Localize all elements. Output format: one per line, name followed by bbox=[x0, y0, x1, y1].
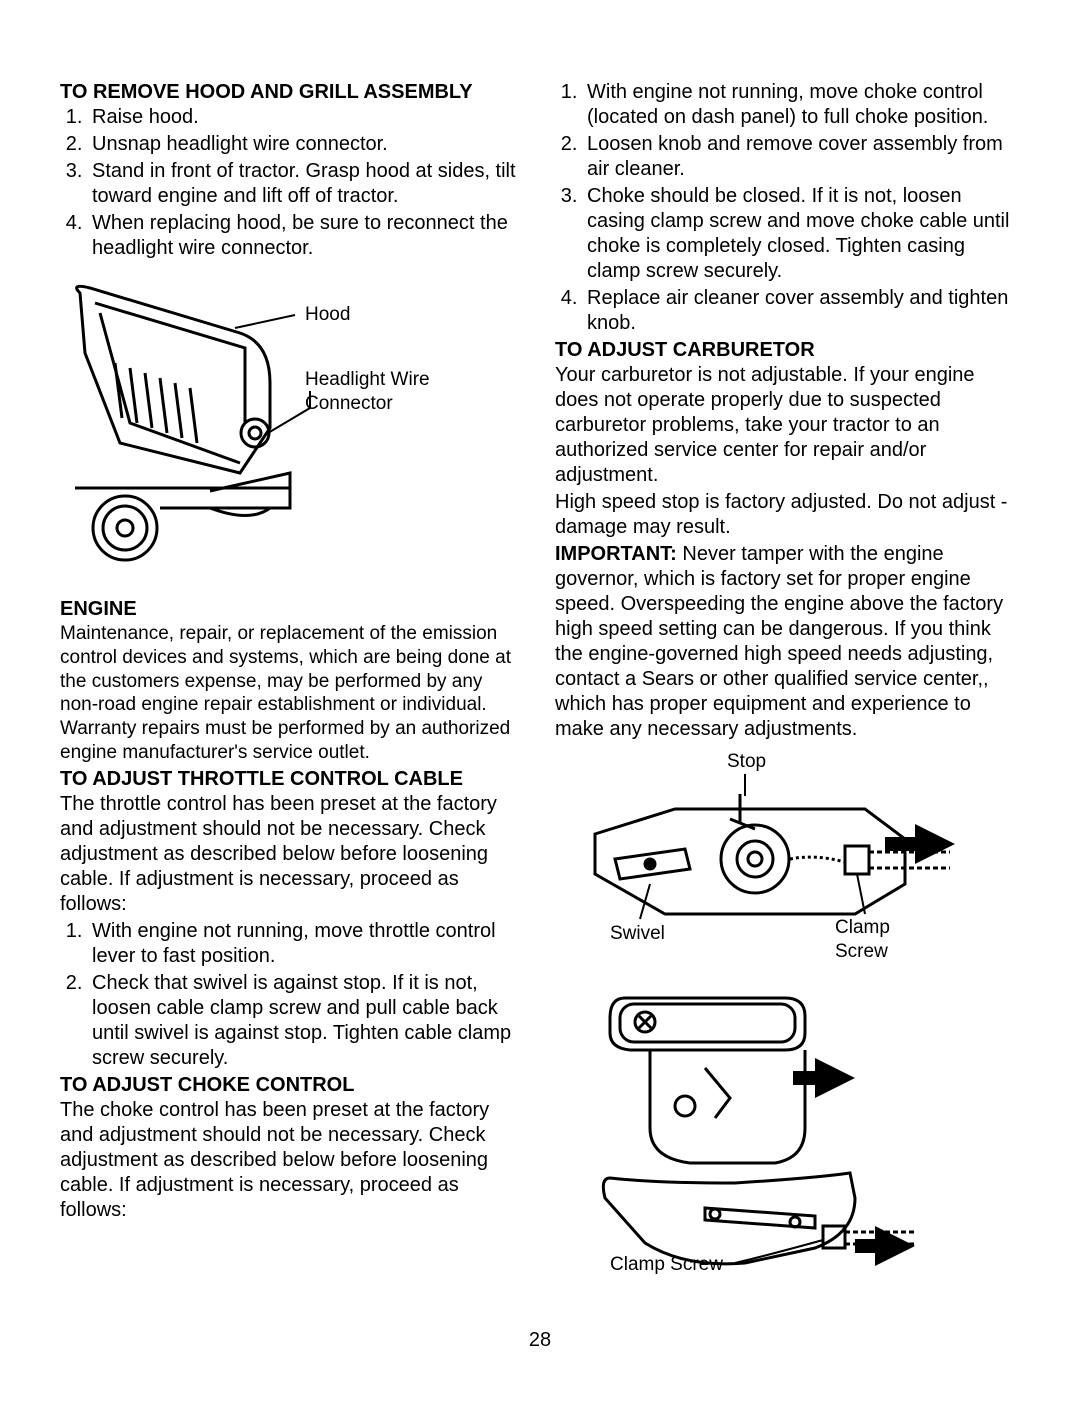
carburetor-important: IMPORTANT: Never tamper with the engine … bbox=[555, 542, 1020, 742]
heading-remove-hood: TO REMOVE HOOD AND GRILL AS­SEMBLY bbox=[60, 80, 525, 105]
label-clamp-screw-2: Clamp Screw bbox=[610, 1253, 723, 1277]
right-column: With engine not running, move choke cont… bbox=[555, 80, 1020, 1302]
important-label: IMPORTANT: bbox=[555, 543, 677, 565]
heading-choke-control: TO ADJUST CHOKE CONTROL bbox=[60, 1073, 525, 1098]
throttle-paragraph: The throttle control has been preset at … bbox=[60, 792, 525, 917]
heading-throttle-cable: TO ADJUST THROTTLE CONTROL CABLE bbox=[60, 767, 525, 792]
list-item: Replace air cleaner cover assembly and t… bbox=[583, 286, 1020, 336]
list-item: Stand in front of tractor. Grasp hood at… bbox=[88, 159, 525, 209]
heading-carburetor: TO ADJUST CARBURETOR bbox=[555, 338, 1020, 363]
left-column: TO REMOVE HOOD AND GRILL AS­SEMBLY Raise… bbox=[60, 80, 525, 1302]
hood-diagram-svg bbox=[60, 273, 440, 573]
list-item: Choke should be closed. If it is not, lo… bbox=[583, 184, 1020, 284]
figure-hood: Hood Headlight Wire Connector bbox=[60, 273, 525, 573]
choke-steps: With engine not running, move choke cont… bbox=[555, 80, 1020, 336]
list-item: With engine not running, move choke cont… bbox=[583, 80, 1020, 130]
label-headlight-connector: Headlight Wire Connector bbox=[305, 368, 445, 416]
label-hood: Hood bbox=[305, 303, 350, 327]
list-item: Check that swivel is against stop. If it… bbox=[88, 971, 525, 1071]
carburetor-para-a: Your carburetor is not adjustable. If yo… bbox=[555, 363, 1020, 488]
list-item: Raise hood. bbox=[88, 105, 525, 130]
list-item: When replacing hood, be sure to reconnec… bbox=[88, 211, 525, 261]
carburetor-svg bbox=[555, 978, 935, 1278]
list-item: Unsnap headlight wire connector. bbox=[88, 132, 525, 157]
list-item: Loosen knob and remove cover assembly fr… bbox=[583, 132, 1020, 182]
remove-hood-steps: Raise hood. Unsnap headlight wire connec… bbox=[60, 105, 525, 261]
important-text: Never tamper with the engine governor, w… bbox=[555, 543, 1003, 740]
engine-paragraph: Maintenance, repair, or replacement of t… bbox=[60, 622, 525, 765]
label-swivel: Swivel bbox=[610, 922, 665, 946]
list-item: With engine not running, move throttle c… bbox=[88, 919, 525, 969]
throttle-steps: With engine not running, move throttle c… bbox=[60, 919, 525, 1071]
carburetor-para-b: High speed stop is factory adjusted. Do … bbox=[555, 490, 1020, 540]
figure-carburetor: Clamp Screw bbox=[555, 978, 1020, 1278]
figure-throttle-linkage: Stop Swivel Clamp Screw bbox=[555, 754, 1020, 954]
label-stop: Stop bbox=[727, 750, 766, 774]
label-clamp-screw: Clamp Screw bbox=[835, 916, 915, 964]
page-number: 28 bbox=[0, 1329, 1080, 1352]
two-column-layout: TO REMOVE HOOD AND GRILL AS­SEMBLY Raise… bbox=[60, 80, 1020, 1302]
choke-paragraph: The choke control has been preset at the… bbox=[60, 1098, 525, 1223]
heading-engine: ENGINE bbox=[60, 597, 525, 622]
